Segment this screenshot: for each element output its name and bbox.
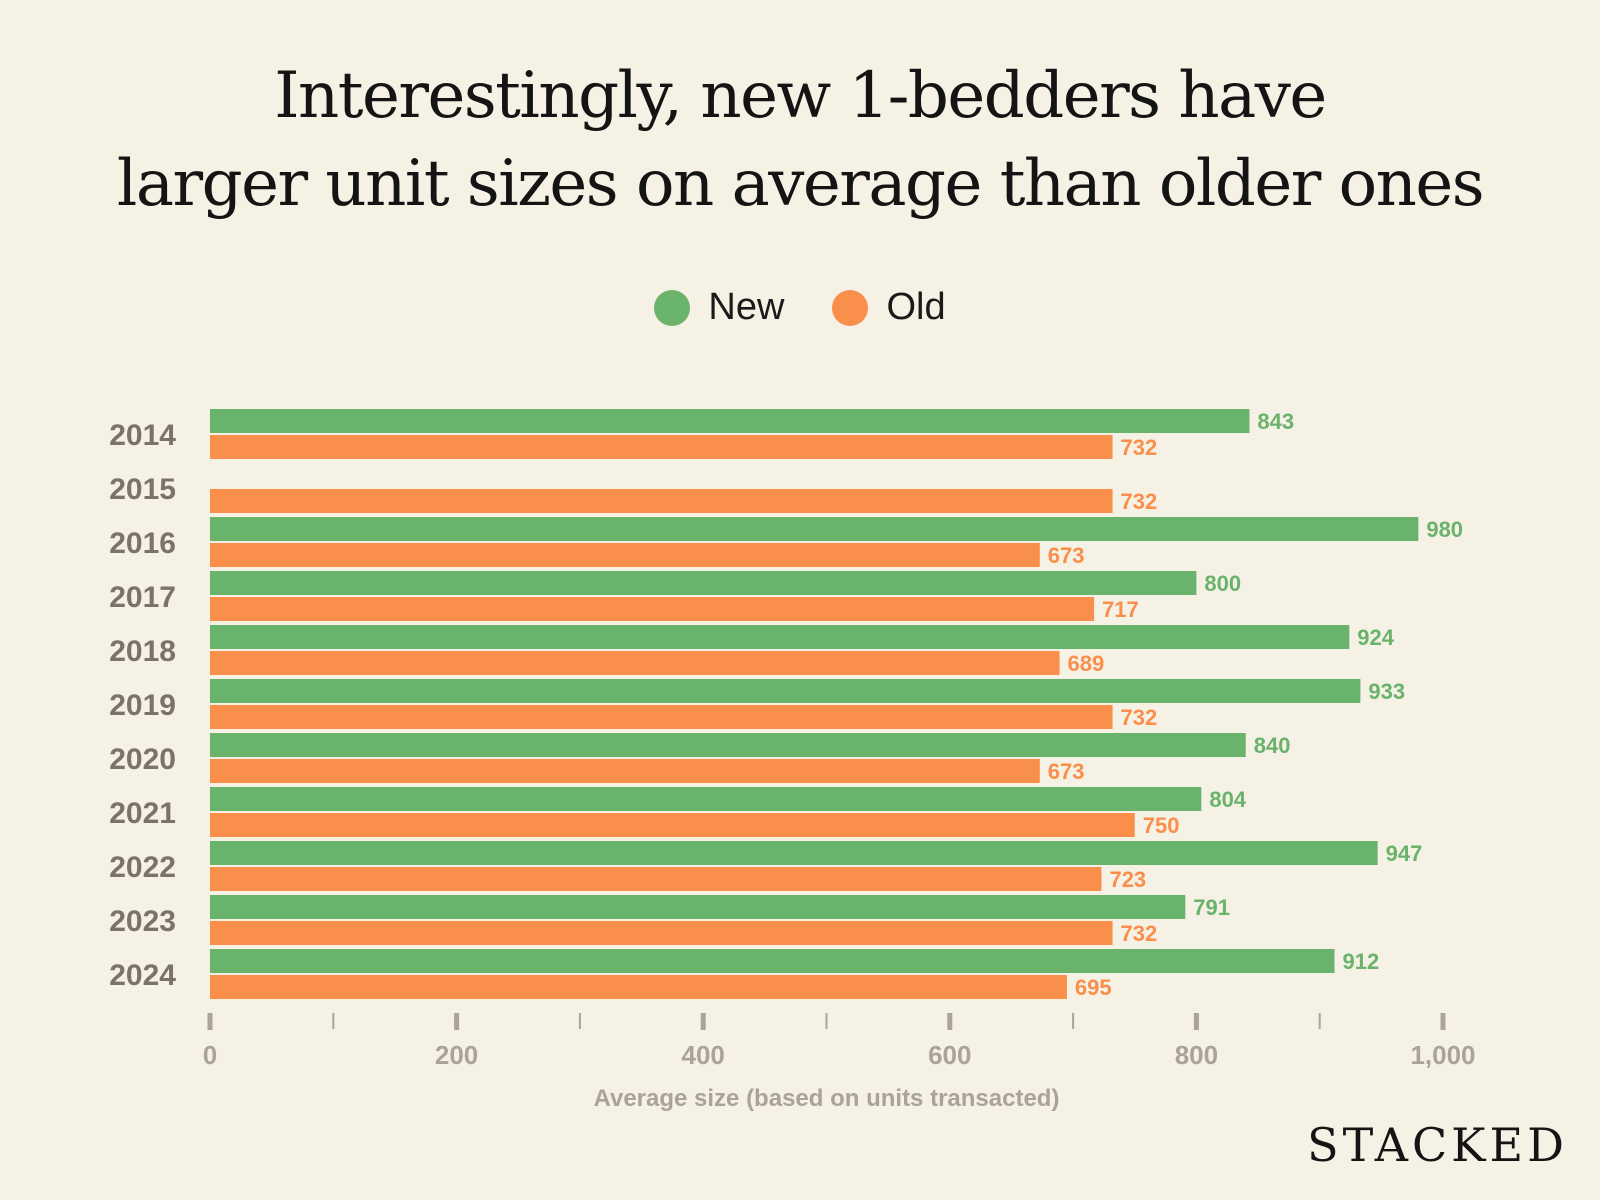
bar-old-2019 xyxy=(210,705,1113,729)
x-minor-tick-700 xyxy=(1072,1013,1075,1029)
category-label-2022: 2022 xyxy=(109,851,176,884)
data-label-new-2014: 843 xyxy=(1257,409,1294,434)
bar-new-2023 xyxy=(210,895,1186,919)
x-minor-tick-500 xyxy=(825,1013,828,1029)
x-major-tick-0 xyxy=(207,1013,213,1030)
data-label-new-2020: 840 xyxy=(1254,733,1291,758)
data-label-new-2024: 912 xyxy=(1342,949,1379,974)
category-label-2014: 2014 xyxy=(109,419,176,452)
data-label-old-2015: 732 xyxy=(1121,489,1158,514)
data-label-old-2022: 723 xyxy=(1109,867,1146,892)
data-label-old-2018: 689 xyxy=(1068,651,1105,676)
data-label-old-2020: 673 xyxy=(1048,759,1085,784)
category-label-2024: 2024 xyxy=(109,959,176,992)
data-label-new-2017: 800 xyxy=(1204,571,1241,596)
bar-old-2018 xyxy=(210,651,1060,675)
category-label-2023: 2023 xyxy=(109,905,176,938)
data-label-new-2019: 933 xyxy=(1368,679,1405,704)
x-tick-label-400: 400 xyxy=(682,1040,725,1070)
bar-new-2018 xyxy=(210,625,1350,649)
category-label-2016: 2016 xyxy=(109,527,176,560)
legend-label-old: Old xyxy=(886,286,946,328)
x-minor-tick-300 xyxy=(578,1013,581,1029)
x-minor-tick-900 xyxy=(1318,1013,1321,1029)
data-label-new-2022: 947 xyxy=(1386,841,1423,866)
x-tick-label-800: 800 xyxy=(1175,1040,1218,1070)
legend-label-new: New xyxy=(708,286,785,328)
bar-new-2021 xyxy=(210,787,1202,811)
x-major-tick-400 xyxy=(700,1013,706,1030)
bar-old-2016 xyxy=(210,543,1040,567)
bar-old-2014 xyxy=(210,435,1113,459)
brand-logo: STACKED xyxy=(1307,1118,1568,1172)
chart-legend: New Old xyxy=(0,286,1600,329)
chart-title: Interestingly, new 1-bedders have larger… xyxy=(0,52,1600,228)
legend-item-new: New xyxy=(654,286,784,329)
x-major-tick-1000 xyxy=(1440,1013,1446,1030)
bar-new-2024 xyxy=(210,949,1335,973)
x-major-tick-800 xyxy=(1193,1013,1199,1030)
data-label-old-2023: 732 xyxy=(1121,921,1158,946)
category-label-2021: 2021 xyxy=(109,797,176,830)
bar-old-2024 xyxy=(210,975,1067,999)
bar-old-2020 xyxy=(210,759,1040,783)
data-label-old-2024: 695 xyxy=(1075,975,1112,1000)
category-label-2017: 2017 xyxy=(109,581,176,614)
x-tick-label-1000: 1,000 xyxy=(1410,1040,1475,1070)
x-tick-label-0: 0 xyxy=(203,1040,217,1070)
data-label-old-2019: 732 xyxy=(1121,705,1158,730)
bar-old-2022 xyxy=(210,867,1102,891)
data-label-old-2017: 717 xyxy=(1102,597,1139,622)
bar-new-2022 xyxy=(210,841,1378,865)
data-label-new-2023: 791 xyxy=(1193,895,1230,920)
x-axis-label: Average size (based on units transacted) xyxy=(594,1085,1060,1112)
x-major-tick-600 xyxy=(947,1013,953,1030)
data-label-new-2018: 924 xyxy=(1357,625,1394,650)
chart-title-line-2: larger unit sizes on average than older … xyxy=(116,147,1485,221)
category-label-2015: 2015 xyxy=(109,473,176,506)
bar-old-2021 xyxy=(210,813,1135,837)
bar-new-2019 xyxy=(210,679,1361,703)
data-label-new-2021: 804 xyxy=(1209,787,1246,812)
legend-item-old: Old xyxy=(832,286,946,329)
x-major-tick-200 xyxy=(454,1013,460,1030)
data-label-new-2016: 980 xyxy=(1426,517,1463,542)
bar-new-2020 xyxy=(210,733,1246,757)
x-tick-label-200: 200 xyxy=(435,1040,478,1070)
bar-new-2014 xyxy=(210,409,1250,433)
bar-old-2023 xyxy=(210,921,1113,945)
bar-old-2017 xyxy=(210,597,1095,621)
category-label-2019: 2019 xyxy=(109,689,176,722)
data-label-old-2021: 750 xyxy=(1143,813,1180,838)
bar-old-2015 xyxy=(210,489,1113,513)
category-label-2020: 2020 xyxy=(109,743,176,776)
data-label-old-2014: 732 xyxy=(1121,435,1158,460)
legend-dot-new xyxy=(654,289,691,326)
legend-dot-old xyxy=(832,289,869,326)
bar-new-2016 xyxy=(210,517,1419,541)
x-tick-label-600: 600 xyxy=(928,1040,971,1070)
category-label-2018: 2018 xyxy=(109,635,176,668)
x-minor-tick-100 xyxy=(332,1013,335,1029)
bar-new-2017 xyxy=(210,571,1197,595)
chart-title-line-1: Interestingly, new 1-bedders have xyxy=(274,59,1327,133)
data-label-old-2016: 673 xyxy=(1048,543,1085,568)
